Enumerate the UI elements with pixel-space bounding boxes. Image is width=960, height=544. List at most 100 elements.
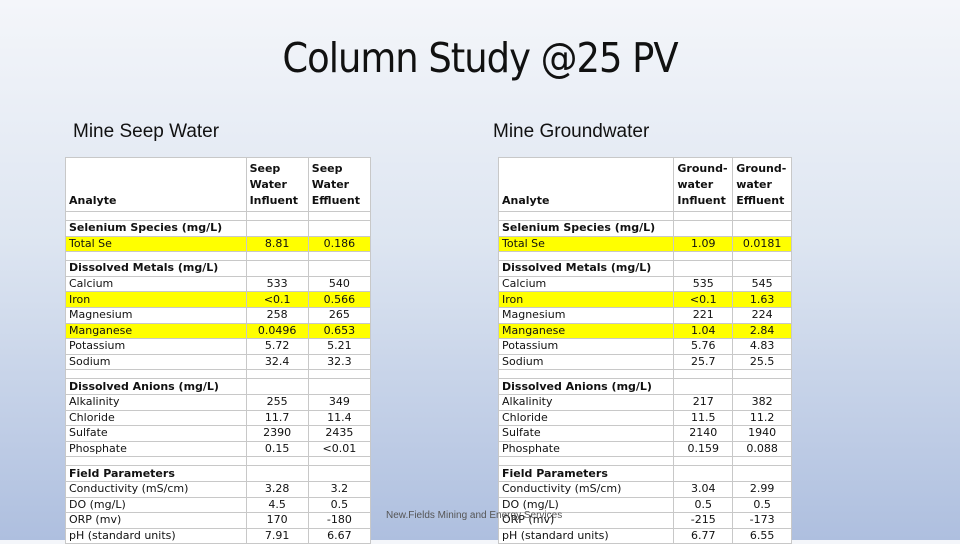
effluent-value: 224 — [732, 306, 792, 324]
section-row: Selenium Species (mg/L) — [497, 220, 792, 237]
spacer-cell — [245, 251, 309, 262]
analyte-cell: Magnesium — [497, 306, 675, 324]
spacer-row — [497, 251, 792, 262]
influent-value: 221 — [673, 306, 734, 324]
effluent-value: 382 — [732, 393, 792, 411]
influent-value: 8.81 — [245, 235, 309, 253]
spacer-cell — [307, 211, 372, 221]
effluent-value: 6.55 — [732, 527, 792, 544]
influent-value: 1.04 — [673, 322, 734, 340]
section-row: Dissolved Metals (mg/L) — [497, 260, 792, 277]
spacer-cell — [307, 369, 372, 380]
influent-value: 25.7 — [673, 353, 734, 371]
influent-value: 1.09 — [673, 235, 734, 253]
effluent-value: <0.01 — [307, 440, 372, 458]
empty-cell — [245, 220, 309, 237]
spacer-cell — [245, 211, 309, 221]
section-label: Dissolved Metals (mg/L) — [497, 260, 675, 277]
empty-cell — [732, 220, 792, 237]
influent-value: 217 — [673, 393, 734, 411]
effluent-value: 0.0181 — [732, 235, 792, 253]
empty-cell — [307, 465, 372, 482]
table-row: pH (standard units) 6.77 6.55 — [497, 527, 792, 544]
section-row: Dissolved Metals (mg/L) — [65, 260, 372, 277]
table-row: Conductivity (mS/cm) 3.04 2.99 — [497, 480, 792, 498]
influent-value: 170 — [245, 512, 309, 529]
analyte-cell: Manganese — [497, 322, 675, 340]
empty-cell — [673, 465, 734, 482]
analyte-cell: Iron — [497, 291, 675, 308]
analyte-cell: Iron — [65, 291, 247, 308]
table-row: Sodium 25.7 25.5 — [497, 353, 792, 371]
table-row: Phosphate 0.15 <0.01 — [65, 440, 372, 458]
table-row: Phosphate 0.159 0.088 — [497, 440, 792, 458]
influent-value: 3.28 — [245, 480, 309, 498]
spacer-row — [497, 456, 792, 467]
effluent-value: 349 — [307, 393, 372, 411]
table-row: Iron <0.1 1.63 — [497, 291, 792, 308]
empty-cell — [245, 378, 309, 395]
footer-text: New.Fields Mining and Energy Services — [386, 510, 563, 521]
spacer-row — [65, 456, 372, 467]
analyte-cell: Total Se — [497, 235, 675, 253]
effluent-value: 0.566 — [307, 291, 372, 308]
section-row: Selenium Species (mg/L) — [65, 220, 372, 237]
influent-value: <0.1 — [245, 291, 309, 308]
section-row: Field Parameters — [497, 465, 792, 482]
influent-value: 0.5 — [673, 496, 734, 514]
effluent-value: 3.2 — [307, 480, 372, 498]
analyte-cell: Total Se — [65, 235, 247, 253]
effluent-value: 2.84 — [732, 322, 792, 340]
table-row: Manganese 1.04 2.84 — [497, 322, 792, 340]
analyte-cell: Calcium — [65, 275, 247, 293]
spacer-cell — [245, 456, 309, 467]
effluent-value: 1940 — [732, 425, 792, 442]
influent-value: 6.77 — [673, 527, 734, 544]
spacer-cell — [732, 211, 792, 221]
spacer-cell — [497, 251, 675, 262]
spacer-cell — [307, 251, 372, 262]
influent-value: 535 — [673, 275, 734, 293]
effluent-value: 0.653 — [307, 322, 372, 340]
spacer-cell — [732, 251, 792, 262]
effluent-value: 0.186 — [307, 235, 372, 253]
table-row: Calcium 535 545 — [497, 275, 792, 293]
table-row: ORP (mv) -215 -173 — [497, 512, 792, 529]
spacer-cell — [673, 369, 734, 380]
effluent-header: Ground-water Effluent — [732, 157, 792, 212]
table-row: Potassium 5.72 5.21 — [65, 338, 372, 355]
effluent-value: 11.4 — [307, 409, 372, 427]
empty-cell — [732, 260, 792, 277]
effluent-value: 265 — [307, 306, 372, 324]
analyte-cell: Manganese — [65, 322, 247, 340]
spacer-cell — [65, 369, 247, 380]
spacer-cell — [673, 211, 734, 221]
influent-value: 2140 — [673, 425, 734, 442]
analyte-cell: Conductivity (mS/cm) — [497, 480, 675, 498]
influent-value: 0.15 — [245, 440, 309, 458]
spacer-cell — [245, 369, 309, 380]
spacer-row — [65, 211, 372, 221]
influent-value: <0.1 — [673, 291, 734, 308]
section-label: Dissolved Anions (mg/L) — [497, 378, 675, 395]
influent-value: 7.91 — [245, 527, 309, 544]
groundwater-heading: Mine Groundwater — [493, 121, 650, 142]
spacer-cell — [497, 456, 675, 467]
influent-value: 11.5 — [673, 409, 734, 427]
table-row: pH (standard units) 7.91 6.67 — [65, 527, 372, 544]
analyte-cell: pH (standard units) — [497, 527, 675, 544]
analyte-header: Analyte — [65, 157, 247, 212]
effluent-value: 4.83 — [732, 338, 792, 355]
effluent-value: 0.5 — [732, 496, 792, 514]
section-label: Selenium Species (mg/L) — [497, 220, 675, 237]
table-row: Iron <0.1 0.566 — [65, 291, 372, 308]
empty-cell — [732, 378, 792, 395]
analyte-cell: Chloride — [497, 409, 675, 427]
analyte-cell: Alkalinity — [497, 393, 675, 411]
table-row: Total Se 1.09 0.0181 — [497, 235, 792, 253]
table-row: Magnesium 258 265 — [65, 306, 372, 324]
effluent-value: 540 — [307, 275, 372, 293]
influent-value: 32.4 — [245, 353, 309, 371]
spacer-cell — [497, 369, 675, 380]
spacer-row — [497, 369, 792, 380]
